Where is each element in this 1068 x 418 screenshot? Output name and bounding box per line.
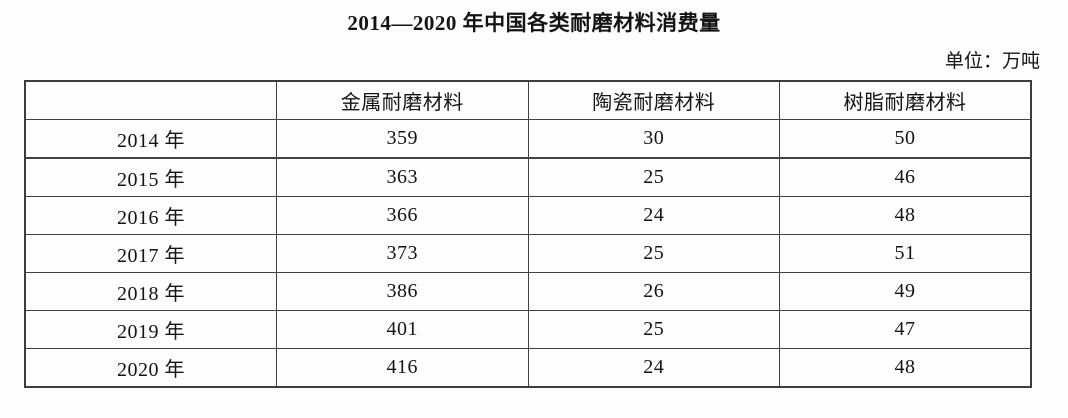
value-cell: 51 xyxy=(779,234,1032,273)
year-cell: 2020 年 xyxy=(24,348,277,388)
header-cell-ceramic: 陶瓷耐磨材料 xyxy=(527,80,780,120)
table-row: 2017 年 373 25 51 xyxy=(24,234,1032,273)
header-row: 金属耐磨材料 陶瓷耐磨材料 树脂耐磨材料 xyxy=(24,80,1032,120)
value-cell: 386 xyxy=(276,272,529,311)
value-cell: 25 xyxy=(527,310,780,349)
value-cell: 373 xyxy=(276,234,529,273)
value-cell: 24 xyxy=(527,196,780,235)
table-row: 2014 年 359 30 50 xyxy=(24,119,1032,159)
year-cell: 2016 年 xyxy=(24,196,277,235)
year-cell: 2018 年 xyxy=(24,272,277,311)
value-cell: 24 xyxy=(527,348,780,388)
header-cell-resin: 树脂耐磨材料 xyxy=(779,80,1032,120)
year-cell: 2015 年 xyxy=(24,157,277,197)
table-row: 2016 年 366 24 48 xyxy=(24,196,1032,235)
table-title: 2014—2020 年中国各类耐磨材料消费量 xyxy=(347,11,721,35)
table-row: 2019 年 401 25 47 xyxy=(24,310,1032,349)
value-cell: 50 xyxy=(779,119,1032,159)
value-cell: 48 xyxy=(779,348,1032,388)
table-row: 2018 年 386 26 49 xyxy=(24,272,1032,311)
consumption-table: 金属耐磨材料 陶瓷耐磨材料 树脂耐磨材料 2014 年 359 30 50 20… xyxy=(24,80,1032,388)
table-row: 2015 年 363 25 46 xyxy=(24,157,1032,197)
table-row: 2020 年 416 24 48 xyxy=(24,348,1032,388)
value-cell: 26 xyxy=(527,272,780,311)
value-cell: 401 xyxy=(276,310,529,349)
year-cell: 2014 年 xyxy=(24,119,277,159)
value-cell: 25 xyxy=(527,234,780,273)
year-cell: 2019 年 xyxy=(24,310,277,349)
value-cell: 25 xyxy=(527,157,780,197)
header-cell-empty xyxy=(24,80,277,120)
unit-label: 单位：万吨 xyxy=(944,51,1040,72)
value-cell: 416 xyxy=(276,348,529,388)
value-cell: 30 xyxy=(527,119,780,159)
value-cell: 366 xyxy=(276,196,529,235)
value-cell: 363 xyxy=(276,157,529,197)
value-cell: 47 xyxy=(779,310,1032,349)
header-cell-metal: 金属耐磨材料 xyxy=(276,80,529,120)
value-cell: 46 xyxy=(779,157,1032,197)
value-cell: 48 xyxy=(779,196,1032,235)
year-cell: 2017 年 xyxy=(24,234,277,273)
value-cell: 359 xyxy=(276,119,529,159)
value-cell: 49 xyxy=(779,272,1032,311)
